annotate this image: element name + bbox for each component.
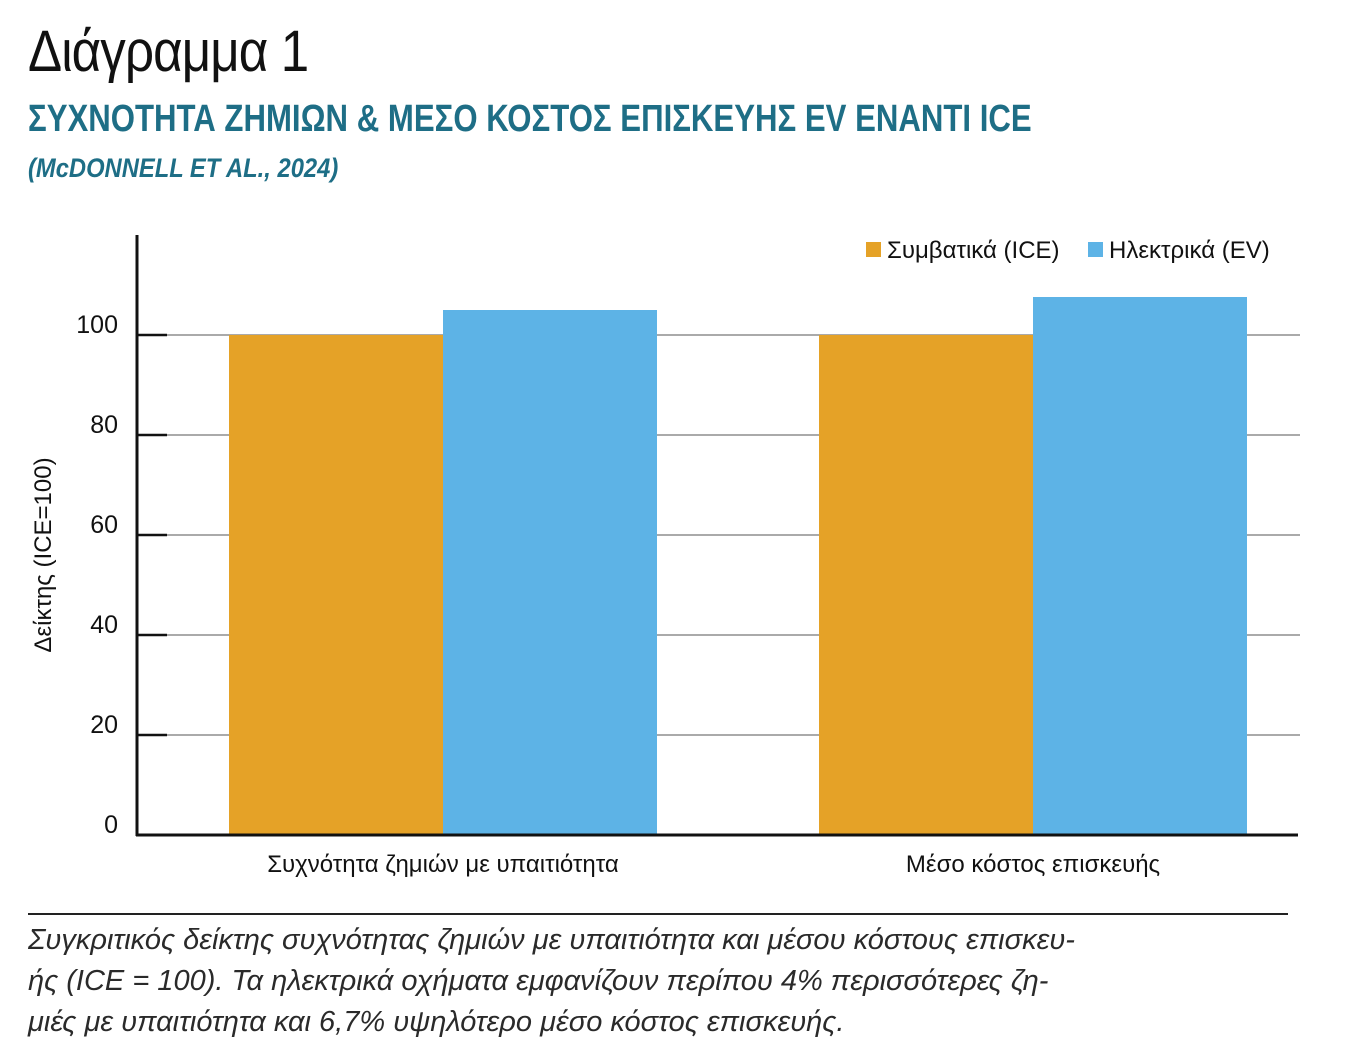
caption-line: ής (ICE = 100). Τα ηλεκτρικά οχήματα εμφ… [28,965,1049,997]
y-tick-label: 60 [90,511,118,539]
bar-ice [229,335,443,835]
caption-line: μιές με υπαιτιότητα και 6,7% υψηλότερο μ… [28,1006,845,1038]
caption-line: Συγκριτικός δείκτης συχνότητας ζημιών με… [28,924,1075,956]
x-category-label: Συχνότητα ζημιών με υπαιτιότητα [267,851,619,878]
legend-swatch-ice [866,242,881,257]
figure-caption: Συγκριτικός δείκτης συχνότητας ζημιών με… [28,920,1290,1043]
bar-ice [819,335,1033,835]
legend-swatch-ev [1088,242,1103,257]
figure-heading: Διάγραμμα 1 [28,19,309,84]
legend-label: Ηλεκτρικά (EV) [1109,237,1270,264]
legend-label: Συμβατικά (ICE) [887,237,1060,264]
x-category-label: Μέσο κόστος επισκευής [906,851,1160,878]
bar-ev [1033,297,1247,835]
bar-chart: 0 20 40 60 80 100 Συχνότητα ζημιών με υπαιτιότ… [30,235,1300,878]
bar-ev [443,310,657,835]
chart-title: ΣΥΧΝΟΤΗΤΑ ΖΗΜΙΩΝ & ΜΕΣΟ ΚΟΣΤΟΣ ΕΠΙΣΚΕΥΗΣ… [28,98,1032,140]
caption-divider [28,913,1288,915]
y-tick-label: 0 [104,811,118,839]
chart-subtitle: (McDONNELL ET AL., 2024) [28,153,339,183]
y-tick-label: 40 [90,611,118,639]
y-tick-label: 20 [90,711,118,739]
y-tick-label: 80 [90,411,118,439]
y-tick-label: 100 [76,311,118,339]
y-axis-label: Δείκτης (ICE=100) [30,457,57,652]
